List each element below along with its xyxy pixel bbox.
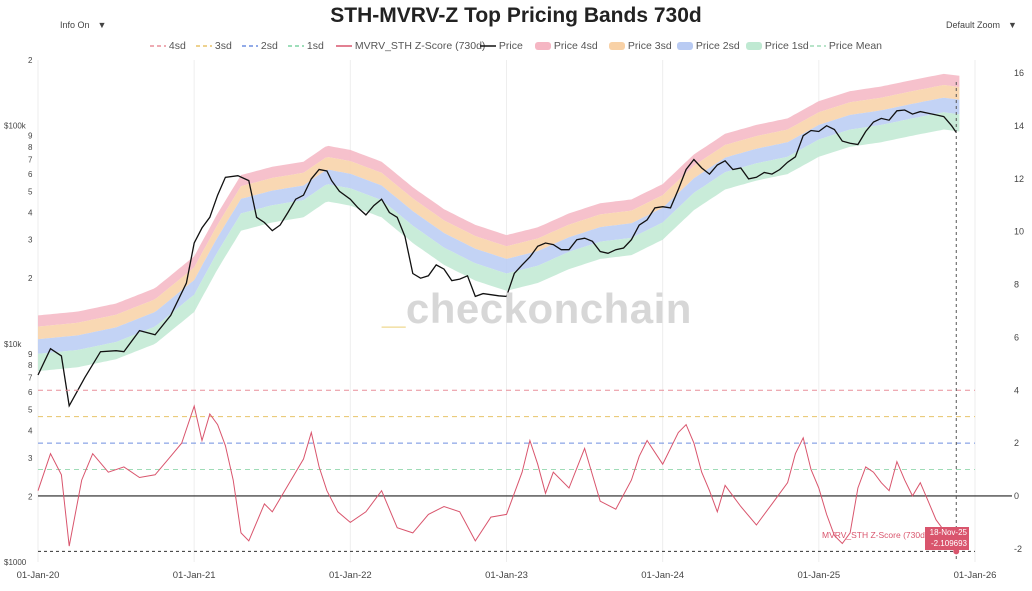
legend-item[interactable]: 1sd bbox=[288, 40, 324, 54]
legend-swatch bbox=[609, 40, 625, 52]
y-left-tick-label: 7 bbox=[28, 155, 33, 164]
y-left-tick-label: 3 bbox=[28, 454, 33, 463]
tooltip-date: 18-Nov-25 bbox=[929, 528, 967, 537]
x-tick-label: 01-Jan-25 bbox=[797, 570, 840, 581]
legend-item[interactable]: Price 4sd bbox=[535, 40, 598, 54]
legend-label: Price 4sd bbox=[553, 40, 598, 52]
price-4sd-band bbox=[38, 73, 960, 327]
y-left-tick-label: 3 bbox=[28, 236, 33, 245]
legend-item[interactable]: Price 2sd bbox=[677, 40, 740, 54]
price-1sd-band bbox=[38, 112, 960, 372]
y-left-tick-label: $100k bbox=[4, 122, 27, 131]
legend-item[interactable]: Price Mean bbox=[810, 40, 882, 54]
y-left-tick-label: $10k bbox=[4, 340, 22, 349]
zoom-selector[interactable]: Default Zoom ▼ bbox=[946, 20, 1017, 30]
legend-swatch bbox=[288, 40, 304, 52]
y-left-tick-label: 9 bbox=[28, 350, 33, 359]
y-left-tick-label: 9 bbox=[28, 132, 33, 141]
legend-swatch bbox=[480, 40, 496, 52]
y-right-tick-label: 0 bbox=[1014, 491, 1019, 501]
y-left-tick-label: 2 bbox=[28, 274, 33, 283]
legend-label: 3sd bbox=[214, 40, 232, 52]
legend-swatch bbox=[150, 40, 166, 52]
legend-swatch bbox=[336, 40, 352, 52]
y-left-tick-label: 5 bbox=[28, 406, 33, 415]
x-tick-label: 01-Jan-23 bbox=[485, 570, 528, 581]
watermark-logo: _checkonchain bbox=[382, 285, 692, 333]
info-toggle-label: Info On bbox=[60, 20, 90, 30]
legend-swatch bbox=[535, 40, 551, 52]
tooltip-box: 18-Nov-25 -2.109693 bbox=[925, 527, 969, 550]
legend-label: MVRV_STH Z-Score (730d) bbox=[354, 40, 486, 52]
chart-legend: 4sd 3sd 2sd 1sd MVRV_STH Z-Score (730d) … bbox=[150, 40, 910, 54]
y-right-tick-label: 4 bbox=[1014, 385, 1019, 395]
price-line bbox=[37, 109, 957, 408]
legend-item[interactable]: Price 1sd bbox=[746, 40, 809, 54]
chevron-down-icon: ▼ bbox=[97, 20, 107, 30]
legend-item[interactable]: MVRV_STH Z-Score (730d) bbox=[336, 40, 485, 54]
y-right-tick-label: 8 bbox=[1014, 280, 1019, 290]
x-tick-label: 01-Jan-20 bbox=[17, 570, 60, 581]
legend-item[interactable]: Price bbox=[480, 40, 523, 54]
y-right-tick-label: 2 bbox=[1014, 438, 1019, 448]
legend-item[interactable]: 3sd bbox=[196, 40, 232, 54]
legend-swatch bbox=[677, 40, 693, 52]
y-right-tick-label: 10 bbox=[1014, 227, 1024, 237]
y-right-tick-label: 6 bbox=[1014, 332, 1019, 342]
y-left-tick-label: 4 bbox=[28, 427, 33, 436]
y-left-tick-label: $1000 bbox=[4, 558, 27, 567]
price-2sd-band bbox=[38, 97, 960, 354]
legend-label: Price 3sd bbox=[627, 40, 672, 52]
tooltip-series-label: MVRV_STH Z-Score (730d) bbox=[822, 530, 928, 540]
x-tick-label: 01-Jan-22 bbox=[329, 570, 372, 581]
chevron-down-icon: ▼ bbox=[1008, 20, 1017, 30]
x-tick-label: 01-Jan-26 bbox=[954, 570, 997, 581]
legend-swatch bbox=[196, 40, 212, 52]
legend-swatch bbox=[810, 40, 826, 52]
legend-item[interactable]: 4sd bbox=[150, 40, 186, 54]
y-right-tick-label: 14 bbox=[1014, 121, 1024, 131]
x-tick-label: 01-Jan-21 bbox=[173, 570, 216, 581]
legend-label: Price bbox=[498, 40, 523, 52]
y-left-tick-label: 2 bbox=[28, 492, 33, 501]
y-left-tick-label: 4 bbox=[28, 208, 33, 217]
legend-item[interactable]: Price 3sd bbox=[609, 40, 672, 54]
legend-swatch bbox=[242, 40, 258, 52]
watermark-text: checkonchain bbox=[405, 285, 692, 332]
legend-swatch bbox=[746, 40, 762, 52]
y-left-tick-label: 8 bbox=[28, 143, 33, 152]
legend-item[interactable]: 2sd bbox=[242, 40, 278, 54]
zscore-line bbox=[37, 404, 957, 552]
info-toggle[interactable]: Info On ▼ bbox=[60, 20, 106, 30]
chart-title: STH-MVRV-Z Top Pricing Bands 730d bbox=[330, 4, 702, 27]
y-right-tick-label: 12 bbox=[1014, 174, 1024, 184]
tooltip-value: -2.109693 bbox=[930, 539, 967, 548]
legend-label: 1sd bbox=[306, 40, 324, 52]
legend-label: Price Mean bbox=[828, 40, 883, 52]
y-left-tick-label: 6 bbox=[28, 170, 33, 179]
y-left-tick-label: 2 bbox=[28, 56, 33, 65]
legend-label: Price 2sd bbox=[695, 40, 740, 52]
y-left-tick-label: 5 bbox=[28, 187, 33, 196]
y-right-tick-label: -2 bbox=[1014, 544, 1022, 554]
legend-label: Price 1sd bbox=[764, 40, 809, 52]
y-right-tick-label: 16 bbox=[1014, 68, 1024, 78]
y-left-tick-label: 6 bbox=[28, 388, 33, 397]
y-left-tick-label: 7 bbox=[28, 374, 33, 383]
legend-label: 2sd bbox=[260, 40, 278, 52]
y-left-tick-label: 8 bbox=[28, 361, 33, 370]
legend-label: 4sd bbox=[168, 40, 186, 52]
x-tick-label: 01-Jan-24 bbox=[641, 570, 684, 581]
watermark-bar: _ bbox=[382, 285, 406, 332]
price-3sd-band bbox=[38, 85, 960, 340]
zoom-selector-label: Default Zoom bbox=[946, 20, 1001, 30]
